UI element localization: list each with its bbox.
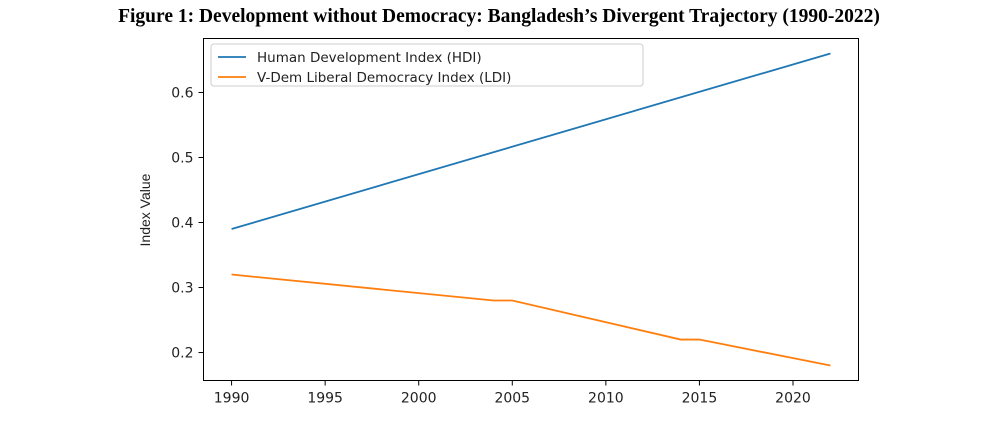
series-line-hdi	[231, 52, 831, 230]
y-tick-label: 0.4	[171, 216, 193, 232]
x-tick-label: 2010	[588, 391, 624, 407]
legend-label: Human Development Index (HDI)	[257, 50, 482, 66]
series-line-ldi	[231, 273, 831, 367]
legend: Human Development Index (HDI) V-Dem Liber…	[210, 43, 644, 87]
x-tick-label: 1995	[307, 391, 343, 407]
y-axis-label: Index Value	[137, 173, 153, 246]
y-tick-label: 0.2	[171, 346, 193, 362]
figure-title: Figure 1: Development without Democracy:…	[118, 6, 880, 27]
legend-label: V-Dem Liberal Democracy Index (LDI)	[257, 70, 511, 86]
x-tick-label: 1990	[214, 391, 250, 407]
x-tick-label: 2020	[775, 391, 811, 407]
legend-box	[210, 43, 644, 87]
y-tick-label: 0.5	[171, 150, 193, 166]
plot-frame	[203, 38, 859, 381]
x-tick-label: 2005	[494, 391, 530, 407]
y-tick-label: 0.6	[171, 85, 193, 101]
y-tick-label: 0.3	[171, 281, 193, 297]
x-tick-label: 2015	[682, 391, 718, 407]
x-tick-label: 2000	[401, 391, 437, 407]
